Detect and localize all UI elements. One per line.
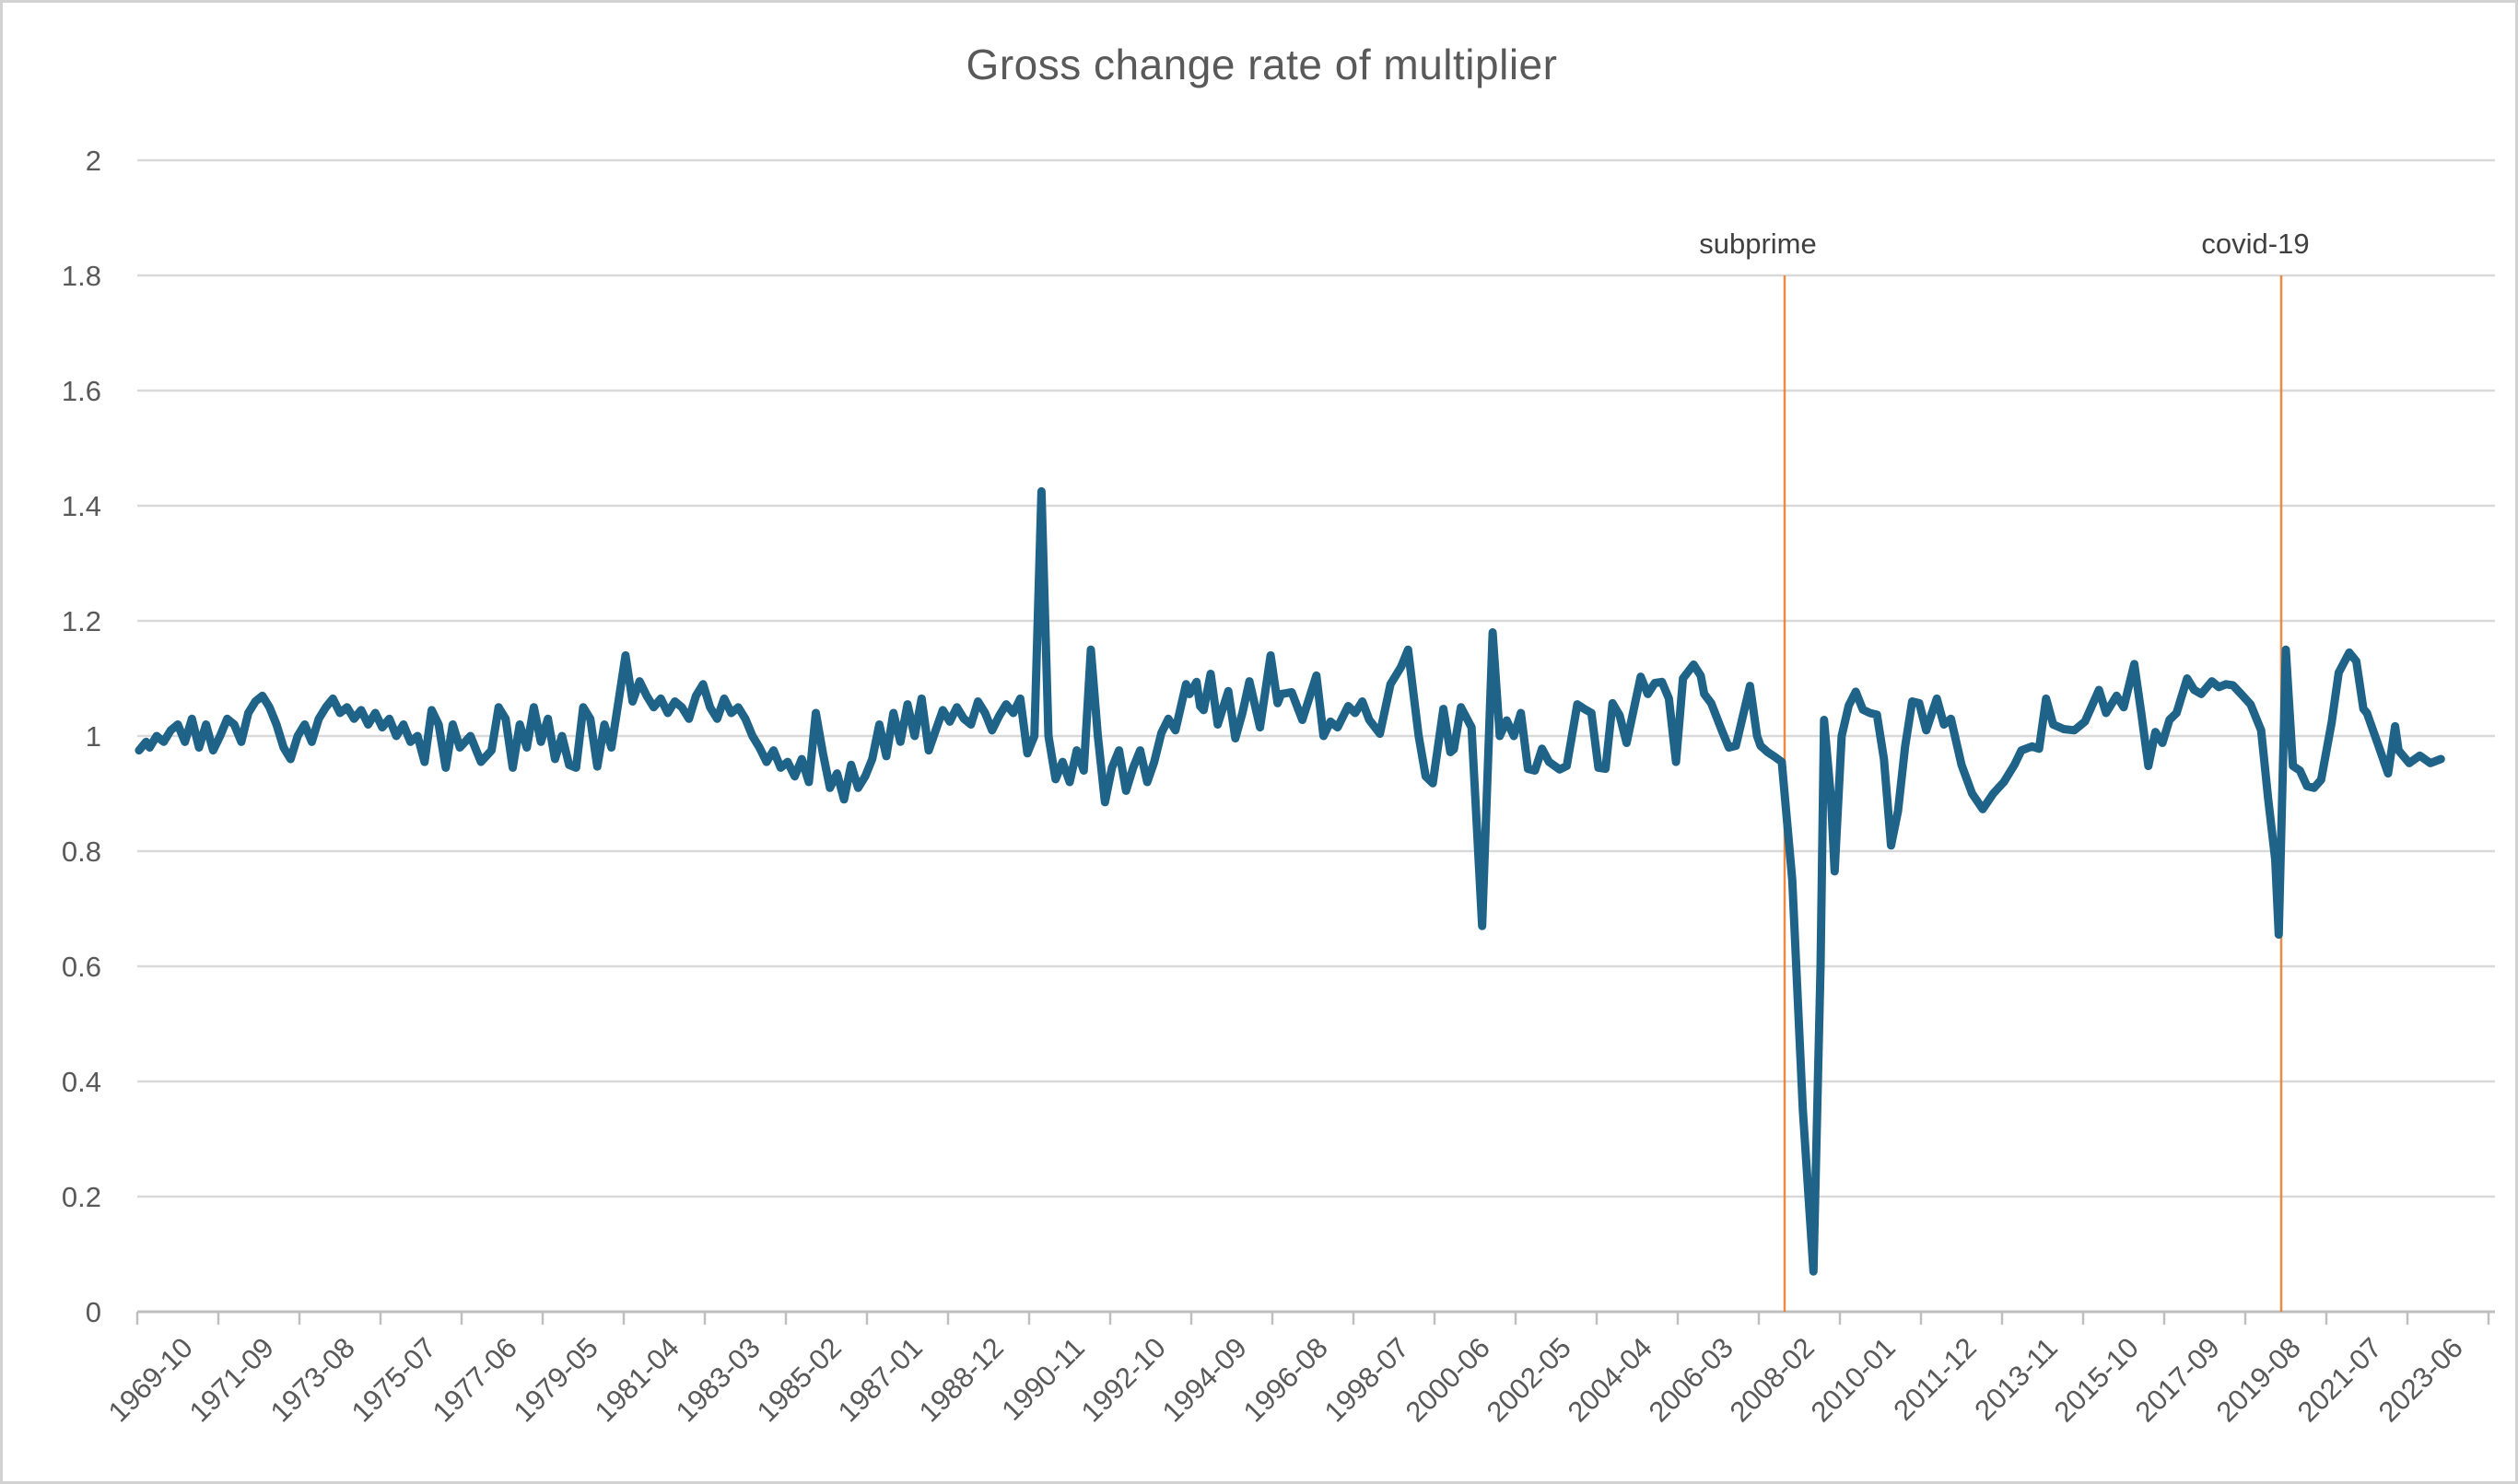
x-axis-label: 1981-04 [589, 1331, 685, 1428]
y-axis-label: 0 [86, 1296, 101, 1328]
x-axis-label: 1987-01 [832, 1331, 929, 1428]
y-axis-label: 0.6 [62, 951, 101, 983]
x-axis-label: 1971-09 [183, 1331, 280, 1428]
x-axis-label: 1985-02 [751, 1331, 848, 1428]
x-axis-label: 1994-09 [1156, 1331, 1253, 1428]
x-axis-label: 1973-08 [264, 1331, 361, 1428]
y-axis-label: 0.2 [62, 1181, 101, 1213]
annotation-label-subprime: subprime [1699, 228, 1817, 260]
x-axis-label: 1988-12 [913, 1331, 1010, 1428]
y-axis-label: 1.6 [62, 375, 101, 407]
x-axis-label: 1990-11 [995, 1331, 1091, 1427]
y-axis-label: 0.8 [62, 835, 101, 868]
x-axis-label: 2021-07 [2291, 1331, 2388, 1428]
x-axis-label: 1977-06 [427, 1331, 523, 1428]
y-axis-label: 1.2 [62, 605, 101, 637]
x-axis-label: 2019-08 [2210, 1331, 2307, 1428]
y-axis-label: 1.8 [62, 260, 101, 292]
x-axis-label: 1996-08 [1237, 1331, 1334, 1428]
x-axis-label: 1992-10 [1075, 1331, 1172, 1428]
x-axis-label: 2011-12 [1887, 1331, 1983, 1427]
x-axis-label: 2004-04 [1562, 1331, 1658, 1428]
multiplier-change-rate-line [135, 486, 2445, 1276]
x-axis-label: 2000-06 [1400, 1331, 1496, 1428]
y-axis-label: 1 [86, 720, 101, 753]
x-axis-label: 2013-11 [1968, 1331, 2064, 1427]
y-axis-label: 1.4 [62, 490, 101, 522]
x-axis-label: 2008-02 [1724, 1331, 1821, 1428]
x-axis-label: 2010-01 [1805, 1331, 1902, 1428]
y-axis-label: 0.4 [62, 1066, 101, 1098]
x-axis-label: 1975-07 [345, 1331, 442, 1428]
x-axis-label: 2017-09 [2129, 1331, 2226, 1428]
x-axis-label: 2006-03 [1643, 1331, 1739, 1428]
chart-title: Gross change rate of multiplier [966, 41, 1558, 88]
x-axis-label: 2015-10 [2048, 1331, 2145, 1428]
y-axis-label: 2 [86, 145, 101, 177]
x-axis-label: 2023-06 [2372, 1331, 2469, 1428]
chart-svg: 2 1.8 1.6 1.4 1.2 1 0.8 0.6 0.4 0.2 01969-101971-0… [62, 145, 2495, 1428]
x-axis-label: 1983-03 [670, 1331, 767, 1428]
x-axis-label: 1998-07 [1318, 1331, 1415, 1428]
annotation-label-covid: covid-19 [2201, 228, 2309, 260]
x-axis-label: 1969-10 [102, 1331, 199, 1428]
x-axis-label: 2002-05 [1481, 1331, 1577, 1428]
x-axis-label: 1979-05 [508, 1331, 604, 1428]
